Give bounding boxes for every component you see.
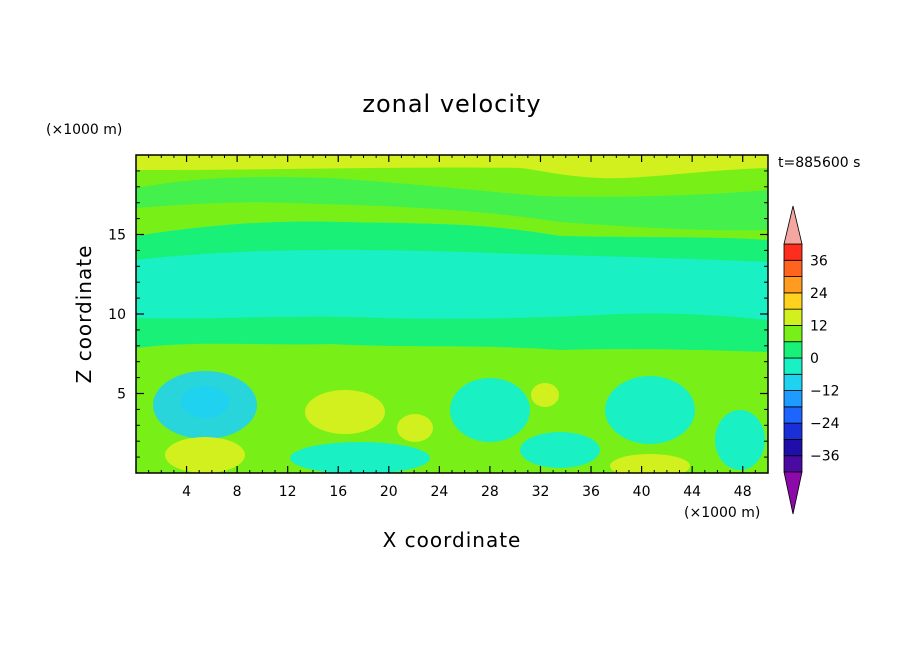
- top-band-green: [136, 177, 768, 231]
- y-axis: 5 10 15: [108, 170, 768, 458]
- blob-yellow-5: [610, 454, 690, 473]
- y-axis-label: Z coordinate: [72, 245, 96, 384]
- blob-yellow-3: [397, 414, 433, 442]
- y-tick-label: 10: [108, 307, 126, 323]
- blob-cyan-3: [605, 376, 695, 444]
- x-tick-label: 20: [380, 484, 398, 500]
- x-tick-label: 32: [532, 484, 550, 500]
- y-tick-label: 15: [108, 228, 126, 244]
- colorbar: 36 24 12 0 −12 −24 −36: [783, 205, 840, 515]
- colorbar-over-arrow: [783, 205, 803, 245]
- x-axis: 4 8 12 16 20 24 28 32 36 40 44 48: [148, 155, 756, 500]
- colorbar-tick-label: 24: [810, 286, 828, 302]
- chart-title: zonal velocity: [362, 90, 541, 118]
- blob-yellow-2: [165, 437, 245, 473]
- colorbar-segment: [783, 243, 803, 261]
- colorbar-tick-label: −24: [810, 416, 840, 432]
- x-tick-label: 24: [430, 484, 448, 500]
- x-tick-label: 28: [481, 484, 499, 500]
- blob-yellow-4: [531, 383, 559, 407]
- x-tick-label: 44: [683, 484, 701, 500]
- x-tick-label: 40: [633, 484, 651, 500]
- colorbar-segment: [783, 422, 803, 440]
- x-tick-label: 36: [582, 484, 600, 500]
- colorbar-segment: [783, 455, 803, 473]
- colorbar-tick-label: 0: [810, 351, 819, 367]
- colorbar-tick-label: −12: [810, 384, 840, 400]
- colorbar-segment: [783, 292, 803, 310]
- y-unit-label: (×1000 m): [46, 122, 122, 138]
- colorbar-segment: [783, 325, 803, 343]
- colorbar-segment: [783, 341, 803, 359]
- colorbar-segment: [783, 259, 803, 277]
- y-tick-label: 5: [117, 387, 126, 403]
- upper-green-transition: [136, 221, 768, 262]
- colorbar-segment: [783, 390, 803, 408]
- time-label: t=885600 s: [778, 155, 860, 171]
- colorbar-tick-label: −36: [810, 449, 840, 465]
- blob-cyan-5: [290, 442, 430, 473]
- x-axis-label: X coordinate: [383, 528, 522, 552]
- blob-yellow-1: [305, 390, 385, 434]
- x-tick-label: 12: [279, 484, 297, 500]
- colorbar-segment: [783, 357, 803, 375]
- x-tick-label: 4: [182, 484, 191, 500]
- blob-cyan-6: [715, 410, 765, 470]
- blob-cyan-2: [450, 378, 530, 442]
- colorbar-segment: [783, 439, 803, 457]
- colorbar-segment: [783, 276, 803, 294]
- colorbar-under-arrow: [783, 471, 803, 515]
- colorbar-segment: [783, 308, 803, 326]
- contour-field: [136, 155, 768, 473]
- x-tick-label: 16: [329, 484, 347, 500]
- blob-cyan-core: [181, 386, 229, 418]
- lower-band: [136, 343, 768, 473]
- x-tick-label: 8: [233, 484, 242, 500]
- top-band-yellow: [136, 155, 768, 179]
- colorbar-segment: [783, 373, 803, 391]
- colorbar-tick-label: 36: [810, 253, 828, 269]
- x-tick-label: 48: [734, 484, 752, 500]
- x-unit-label: (×1000 m): [684, 505, 760, 521]
- blob-cyan-4: [520, 432, 600, 468]
- colorbar-segment: [783, 406, 803, 424]
- colorbar-tick-label: 12: [810, 318, 828, 334]
